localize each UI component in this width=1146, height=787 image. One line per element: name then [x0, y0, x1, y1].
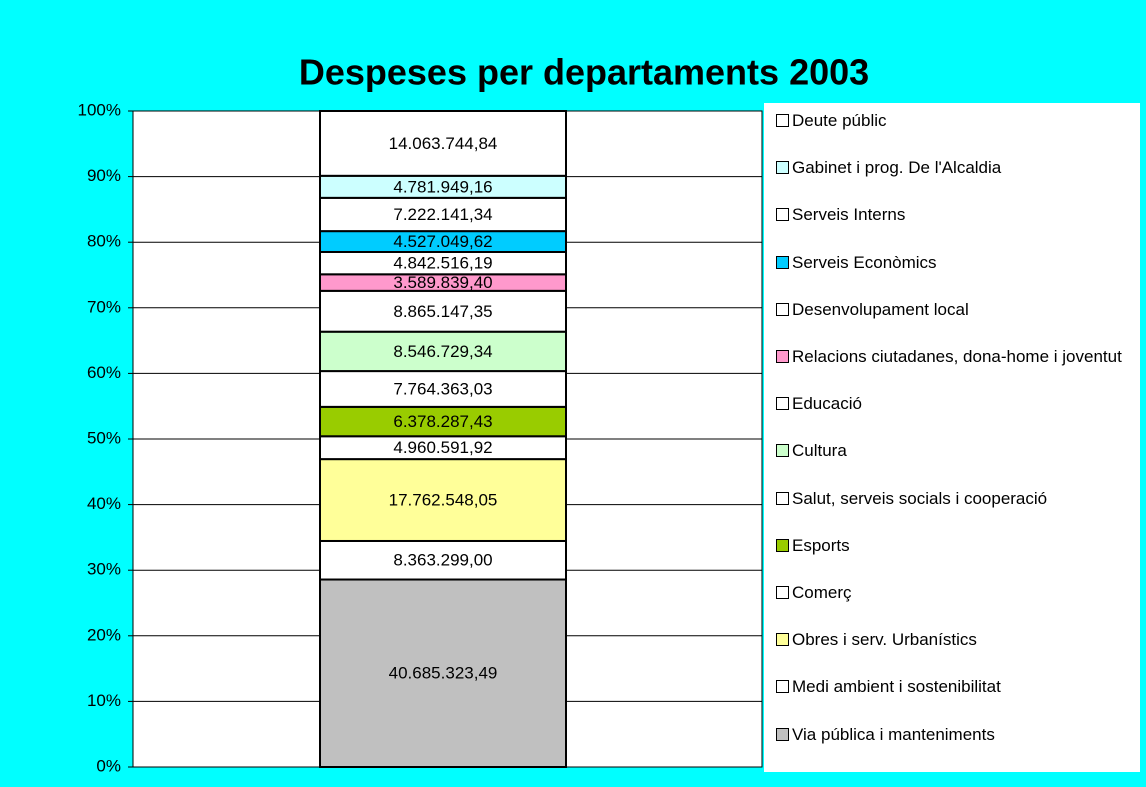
legend: Via pública i manteniments Medi ambient i…: [764, 103, 1140, 772]
legend-swatch: [776, 114, 789, 127]
legend-item: Serveis Econòmics: [776, 254, 1131, 271]
data-label: 7.764.363,03: [393, 379, 492, 398]
bar-segment: [319, 405, 567, 438]
legend-label: Via pública i manteniments: [792, 724, 995, 744]
legend-label: Cultura: [792, 441, 847, 461]
y-tick-label: 80%: [87, 232, 121, 251]
legend-swatch: [776, 586, 789, 599]
legend-item: Relacions ciutadanes, dona-home i jovent…: [776, 348, 1131, 365]
legend-item: Educació: [776, 395, 1131, 412]
legend-item: Obres i serv. Urbanístics: [776, 631, 1131, 648]
legend-item: Gabinet i prog. De l'Alcaldia: [776, 159, 1131, 176]
legend-item: Via pública i manteniments: [776, 726, 1131, 743]
legend-label: Gabinet i prog. De l'Alcaldia: [792, 158, 1002, 178]
y-tick-label: 50%: [87, 428, 121, 447]
data-label: 8.363.299,00: [393, 551, 492, 570]
bar-segment: [319, 110, 567, 177]
data-label: 14.063.744,84: [389, 134, 498, 153]
y-tick-label: 70%: [87, 297, 121, 316]
legend-swatch: [776, 397, 789, 411]
legend-swatch: [776, 161, 789, 175]
legend-swatch: [776, 350, 789, 363]
data-label: 40.685.323,49: [389, 664, 498, 683]
legend-label: Esports: [792, 535, 850, 555]
data-label: 6.378.287,43: [393, 412, 492, 431]
legend-item: Desenvolupament local: [776, 301, 1131, 318]
legend-label: Salut, serveis socials i cooperació: [792, 488, 1048, 508]
legend-label: Relacions ciutadanes, dona-home i jovent…: [792, 347, 1122, 366]
legend-label: Desenvolupament local: [792, 299, 969, 319]
y-tick-label: 60%: [87, 363, 121, 382]
legend-swatch: [776, 208, 789, 222]
data-label: 4.960.591,92: [393, 438, 492, 457]
legend-swatch: [776, 491, 789, 505]
y-tick-label: 0%: [96, 756, 121, 775]
legend-swatch: [776, 302, 789, 316]
y-tick-label: 40%: [87, 494, 121, 513]
legend-item: Serveis Interns: [776, 206, 1131, 223]
data-label: 17.762.548,05: [389, 491, 498, 510]
legend-item: Comerç: [776, 584, 1131, 601]
y-tick-label: 20%: [87, 625, 121, 644]
data-label: 7.222.141,34: [393, 205, 492, 224]
data-label: 3.589.839,40: [393, 273, 492, 292]
legend-label: Comerç: [792, 583, 852, 602]
data-label: 4.842.516,19: [393, 254, 492, 273]
legend-item: Esports: [776, 537, 1131, 554]
data-label: 8.546.729,34: [393, 342, 492, 361]
legend-label: Serveis Econòmics: [792, 252, 937, 272]
legend-label: Deute públic: [792, 111, 887, 130]
legend-item: Medi ambient i sostenibilitat: [776, 678, 1131, 695]
bar-segment: [319, 370, 567, 408]
data-label: 4.527.049,62: [393, 232, 492, 251]
legend-item: Salut, serveis socials i cooperació: [776, 490, 1131, 507]
legend-item: Cultura: [776, 442, 1131, 459]
data-label: 8.865.147,35: [393, 302, 492, 321]
legend-swatch: [776, 680, 789, 694]
legend-label: Serveis Interns: [792, 205, 906, 225]
legend-swatch: [776, 727, 789, 741]
y-tick-label: 90%: [87, 166, 121, 185]
legend-label: Obres i serv. Urbanístics: [792, 630, 977, 650]
chart-title: Despeses per departaments 2003: [299, 52, 869, 93]
legend-swatch: [776, 444, 789, 458]
y-tick-label: 100%: [78, 100, 121, 119]
legend-label: Medi ambient i sostenibilitat: [792, 677, 1001, 697]
legend-swatch: [776, 255, 789, 269]
legend-item: Deute públic: [776, 112, 1131, 129]
y-tick-label: 10%: [87, 691, 121, 710]
bar-segment: [319, 458, 567, 542]
bar-segment: [319, 578, 567, 768]
legend-label: Educació: [792, 394, 862, 414]
data-label: 4.781.949,16: [393, 177, 492, 196]
bar-segment: [319, 330, 567, 373]
legend-swatch: [776, 538, 789, 552]
y-tick-label: 30%: [87, 560, 121, 579]
legend-swatch: [776, 633, 789, 647]
